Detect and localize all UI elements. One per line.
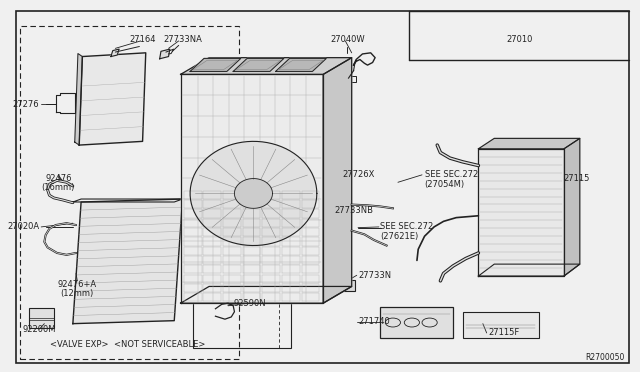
Text: <VALVE EXP>: <VALVE EXP> — [50, 340, 108, 349]
Bar — [323, 280, 355, 291]
Bar — [335, 182, 349, 190]
Text: 271740: 271740 — [358, 317, 390, 326]
Bar — [20, 26, 239, 359]
Text: <NOT SERVICEABLE>: <NOT SERVICEABLE> — [114, 340, 205, 349]
Bar — [330, 203, 344, 210]
Polygon shape — [180, 58, 352, 74]
Polygon shape — [479, 264, 580, 276]
Bar — [347, 76, 356, 82]
Text: 27020A: 27020A — [7, 222, 39, 231]
Text: SEE SEC.272: SEE SEC.272 — [380, 222, 433, 231]
Text: 27115: 27115 — [563, 174, 590, 183]
Text: 92590N: 92590N — [234, 299, 267, 308]
Polygon shape — [160, 49, 170, 59]
Bar — [193, 275, 291, 348]
Polygon shape — [564, 138, 580, 276]
Text: 27733NB: 27733NB — [335, 206, 374, 215]
Polygon shape — [234, 179, 273, 208]
Polygon shape — [180, 286, 352, 303]
Polygon shape — [75, 54, 83, 145]
Text: (12mm): (12mm) — [61, 289, 94, 298]
Polygon shape — [111, 49, 119, 57]
Bar — [29, 308, 54, 328]
Text: 92200M: 92200M — [22, 325, 56, 334]
Polygon shape — [479, 138, 580, 149]
Bar — [380, 307, 453, 338]
Polygon shape — [180, 74, 323, 303]
Text: (27621E): (27621E) — [380, 232, 419, 241]
Bar — [463, 312, 539, 338]
Text: 27726X: 27726X — [342, 170, 374, 179]
Text: 27733NA: 27733NA — [163, 35, 202, 44]
Polygon shape — [190, 58, 241, 71]
Polygon shape — [276, 58, 326, 71]
Text: 27040W: 27040W — [330, 35, 365, 44]
Text: (27054M): (27054M) — [424, 180, 465, 189]
Text: R2700050: R2700050 — [585, 353, 624, 362]
Text: 27164: 27164 — [129, 35, 156, 44]
Text: SEE SEC.272: SEE SEC.272 — [424, 170, 478, 179]
Polygon shape — [233, 58, 284, 71]
Polygon shape — [190, 141, 317, 246]
Text: 27115F: 27115F — [488, 328, 519, 337]
Polygon shape — [323, 58, 352, 303]
Polygon shape — [79, 53, 146, 145]
Polygon shape — [479, 149, 564, 276]
Text: (16mm): (16mm) — [42, 183, 75, 192]
Text: 92476: 92476 — [45, 174, 72, 183]
Polygon shape — [73, 199, 182, 324]
Text: 27733N: 27733N — [358, 271, 391, 280]
Text: 27276: 27276 — [13, 100, 39, 109]
Text: 92476+A: 92476+A — [58, 280, 97, 289]
Text: 27010: 27010 — [506, 35, 532, 44]
